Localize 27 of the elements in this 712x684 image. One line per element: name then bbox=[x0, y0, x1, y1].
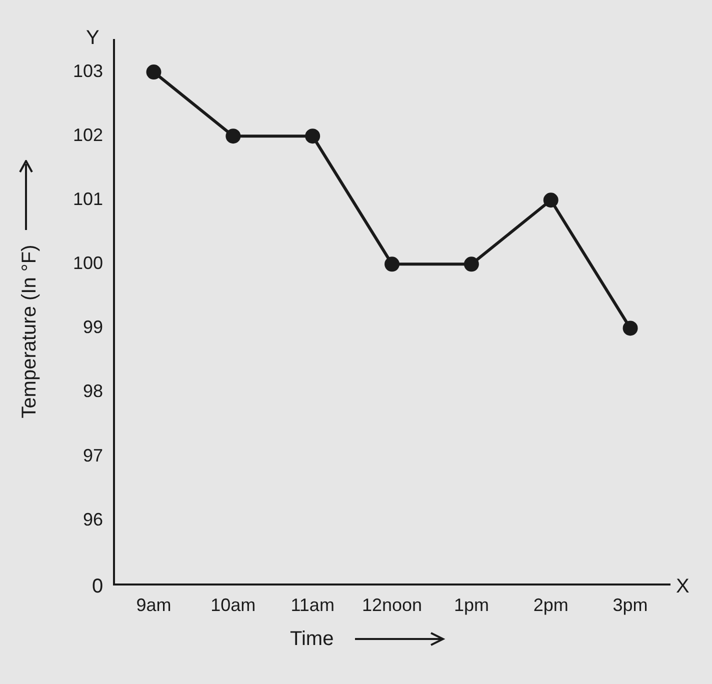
x-tick-label: 12noon bbox=[362, 595, 422, 616]
y-tick-label: 101 bbox=[72, 189, 104, 210]
x-tick-label: 3pm bbox=[612, 595, 648, 616]
y-tick-label: 96 bbox=[83, 509, 104, 530]
y-tick-label: 99 bbox=[83, 317, 104, 338]
y-tick-label: 97 bbox=[83, 445, 104, 466]
text: 0 bbox=[92, 575, 104, 598]
text: X bbox=[676, 575, 690, 598]
point bbox=[146, 64, 162, 80]
x-axis-title: Time bbox=[290, 628, 334, 651]
x-tick-label: 2pm bbox=[533, 595, 568, 616]
x-tick-label: 1pm bbox=[454, 595, 489, 616]
x-tick-label: 9am bbox=[136, 595, 172, 616]
point bbox=[543, 192, 558, 208]
y-tick-label: 98 bbox=[83, 381, 104, 402]
y-axis-title: Temperature (In °F) bbox=[18, 244, 42, 420]
x-tick-label: 10am bbox=[210, 595, 256, 616]
x-tick-label: 11am bbox=[290, 595, 334, 616]
y-tick-label: 100 bbox=[72, 253, 104, 274]
y-tick-label: 103 bbox=[72, 60, 104, 81]
point bbox=[464, 256, 479, 272]
y-tick-label: 102 bbox=[72, 125, 104, 146]
point bbox=[622, 320, 638, 336]
point bbox=[384, 256, 400, 272]
point bbox=[305, 128, 320, 144]
text: Y bbox=[86, 27, 100, 49]
point bbox=[226, 128, 241, 144]
